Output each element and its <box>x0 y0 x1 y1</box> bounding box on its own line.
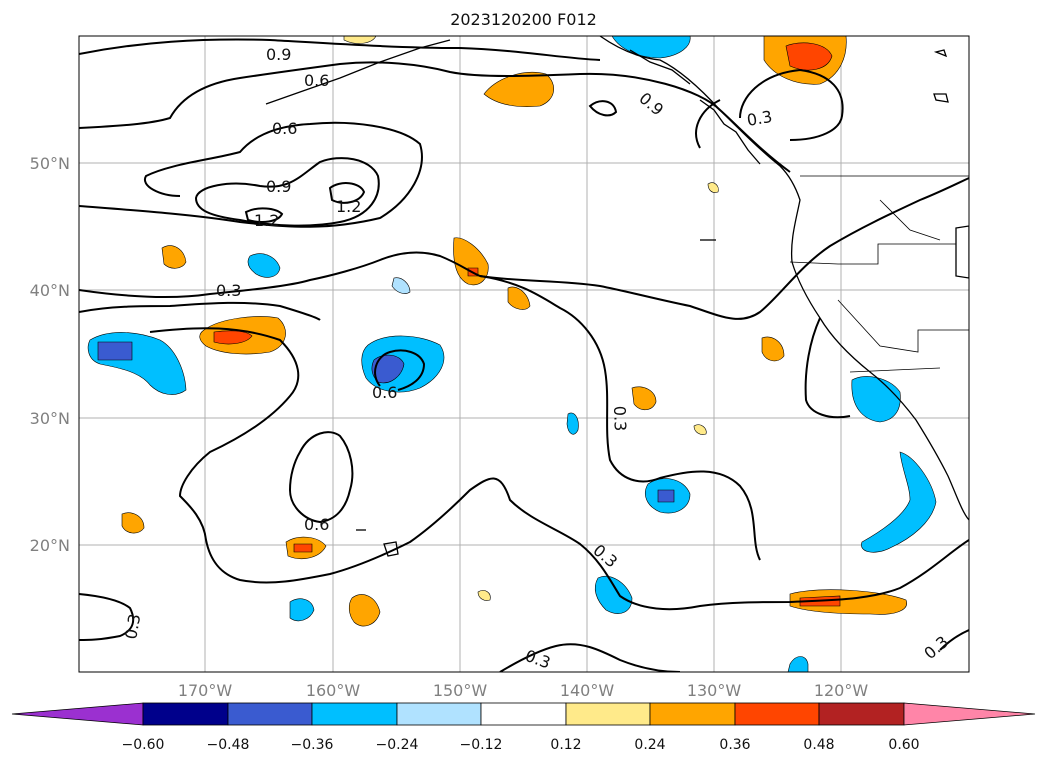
colorbar-segment <box>142 702 229 726</box>
colorbar-segment <box>818 702 905 726</box>
lon-label: 120°W <box>814 681 869 700</box>
contour-label: 0.9 <box>266 45 291 64</box>
colorbar-tick: 0.24 <box>634 737 665 753</box>
colorbar-tick: 0.12 <box>550 737 581 753</box>
neg-blob-west-core <box>97 341 133 361</box>
neg-blob-small-3 <box>566 412 579 435</box>
contour-label: 0.6 <box>372 383 397 402</box>
pos-blob-south <box>789 589 907 615</box>
borders <box>789 175 969 373</box>
colorbar <box>11 702 1036 726</box>
lat-label: 20°N <box>30 536 70 555</box>
lat-label: 50°N <box>30 154 70 173</box>
contour-label: 0.9 <box>266 177 291 196</box>
neg-blob-alaska <box>611 36 691 59</box>
colorbar-segment <box>480 702 567 726</box>
lat-label: 40°N <box>30 281 70 300</box>
shaded-anomalies <box>87 36 937 672</box>
contour-label: 1.2 <box>336 197 361 216</box>
contour-lines <box>79 38 969 672</box>
pos-blob-small-b <box>631 386 657 411</box>
contour-label: 0.3 <box>745 107 773 130</box>
neg-blob-south <box>594 576 633 614</box>
colorbar-under-arrow <box>11 702 144 726</box>
neg-blob-bottom <box>787 656 809 672</box>
lon-label: 150°W <box>433 681 488 700</box>
colorbar-segment <box>734 702 820 726</box>
contour-label: 0.6 <box>304 515 329 534</box>
colorbar-tick: 0.36 <box>719 737 750 753</box>
colorbar-tick: −0.24 <box>376 737 419 753</box>
lat-label: 30°N <box>30 409 70 428</box>
colorbar-tick: −0.12 <box>460 737 503 753</box>
colorbar-segment <box>227 702 313 726</box>
plot-frame <box>78 35 970 673</box>
lon-label: 140°W <box>560 681 615 700</box>
colorbar-segment <box>649 702 736 726</box>
pos-blob-small-d <box>121 512 145 534</box>
colorbar-segment <box>396 702 482 726</box>
pos-blob-tiny-2 <box>477 590 491 601</box>
contour-label-group: 0.9 0.6 0.6 0.9 1.2 1.2 0.3 0.6 0.6 0.3 … <box>121 45 952 672</box>
longitude-labels: 170°W 160°W 150°W 140°W 130°W 120°W <box>178 681 869 700</box>
pos-blob-tiny-3 <box>693 424 707 435</box>
colorbar-tick: 0.60 <box>888 737 919 753</box>
colorbar-over-arrow <box>903 702 1036 726</box>
pos-blob-tiny-4 <box>707 182 719 193</box>
colorbar-tick: −0.60 <box>122 737 165 753</box>
colorbar-tick: −0.48 <box>207 737 250 753</box>
gridlines <box>79 36 969 672</box>
contour-label: 1.2 <box>254 211 279 230</box>
pos-blob-small-a <box>161 245 187 269</box>
pos-blob-small-c <box>761 336 785 362</box>
contour-label: 0.6 <box>304 71 329 90</box>
pos-blob-mid-2 <box>507 286 531 310</box>
pos-blob-west-1-core <box>213 330 253 345</box>
contour-label: 0.6 <box>272 119 297 138</box>
lon-label: 160°W <box>306 681 361 700</box>
colorbar-segment <box>565 702 651 726</box>
pos-blob-small-f <box>348 594 381 627</box>
neg-blob-coast-south <box>861 451 937 553</box>
lon-label: 170°W <box>178 681 233 700</box>
colorbar-tick: 0.48 <box>803 737 834 753</box>
lon-label: 130°W <box>687 681 742 700</box>
colorbar-ticks: −0.60 −0.48 −0.36 −0.24 −0.12 0.12 0.24 … <box>122 737 920 753</box>
plot-area <box>79 36 969 672</box>
neg-blob-small-1 <box>247 253 281 278</box>
contour-label: 0.3 <box>216 281 241 300</box>
colorbar-tick: −0.36 <box>291 737 334 753</box>
latitude-labels: 50°N 40°N 30°N 20°N <box>30 154 70 555</box>
pos-blob-mid-1 <box>453 237 489 286</box>
neg-blob-central-core <box>371 354 405 384</box>
map-title: 2023120200 F012 <box>450 10 597 29</box>
pos-blob-small-e-core <box>293 543 313 553</box>
colorbar-segment <box>311 702 398 726</box>
neg-blob-south-2 <box>289 598 315 622</box>
neg-blob-mid-south-core <box>657 489 675 503</box>
contour-label: 0.3 <box>121 612 144 640</box>
neg-blob-small-2 <box>391 277 411 294</box>
contour-label: 0.3 <box>610 405 630 431</box>
